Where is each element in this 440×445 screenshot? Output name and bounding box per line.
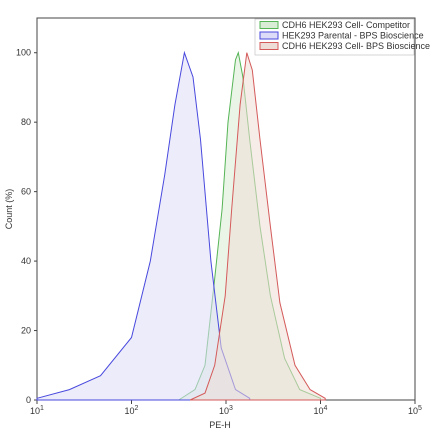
legend-swatch (259, 42, 279, 50)
x-tick-label: 101 (30, 405, 44, 416)
x-tick-base: 10 (314, 406, 324, 416)
x-tick-exponent: 1 (40, 405, 44, 412)
y-tick-label: 40 (21, 256, 31, 266)
x-tick-base: 10 (30, 406, 40, 416)
y-tick-label: 80 (21, 117, 31, 127)
x-tick-base: 10 (125, 406, 135, 416)
y-tick-label: 100 (16, 48, 31, 58)
x-tick-label: 103 (219, 405, 233, 416)
y-axis-label: Count (%) (4, 189, 14, 230)
x-tick-label: 102 (125, 405, 139, 416)
x-tick-exponent: 4 (324, 405, 328, 412)
legend-swatch (259, 31, 279, 40)
y-tick-label: 60 (21, 187, 31, 197)
y-tick-label: 0 (26, 395, 31, 405)
x-axis-label: PE-H (209, 420, 231, 430)
x-tick-label: 105 (408, 405, 422, 416)
x-tick-exponent: 3 (229, 405, 233, 412)
x-tick-exponent: 2 (135, 405, 139, 412)
legend-swatch (259, 21, 279, 29)
x-tick-base: 10 (219, 406, 229, 416)
series-area (189, 52, 326, 401)
x-tick-exponent: 5 (418, 405, 422, 412)
legend-label: CDH6 HEK293 Cell- Competitor (282, 20, 410, 30)
y-tick-label: 20 (21, 326, 31, 336)
legend-box (254, 18, 415, 56)
x-tick-base: 10 (408, 406, 418, 416)
x-tick-label: 104 (314, 405, 328, 416)
legend-label: CDH6 HEK293 Cell- BPS Bioscience (282, 41, 430, 51)
legend-label: HEK293 Parental - BPS Bioscience (282, 31, 424, 41)
